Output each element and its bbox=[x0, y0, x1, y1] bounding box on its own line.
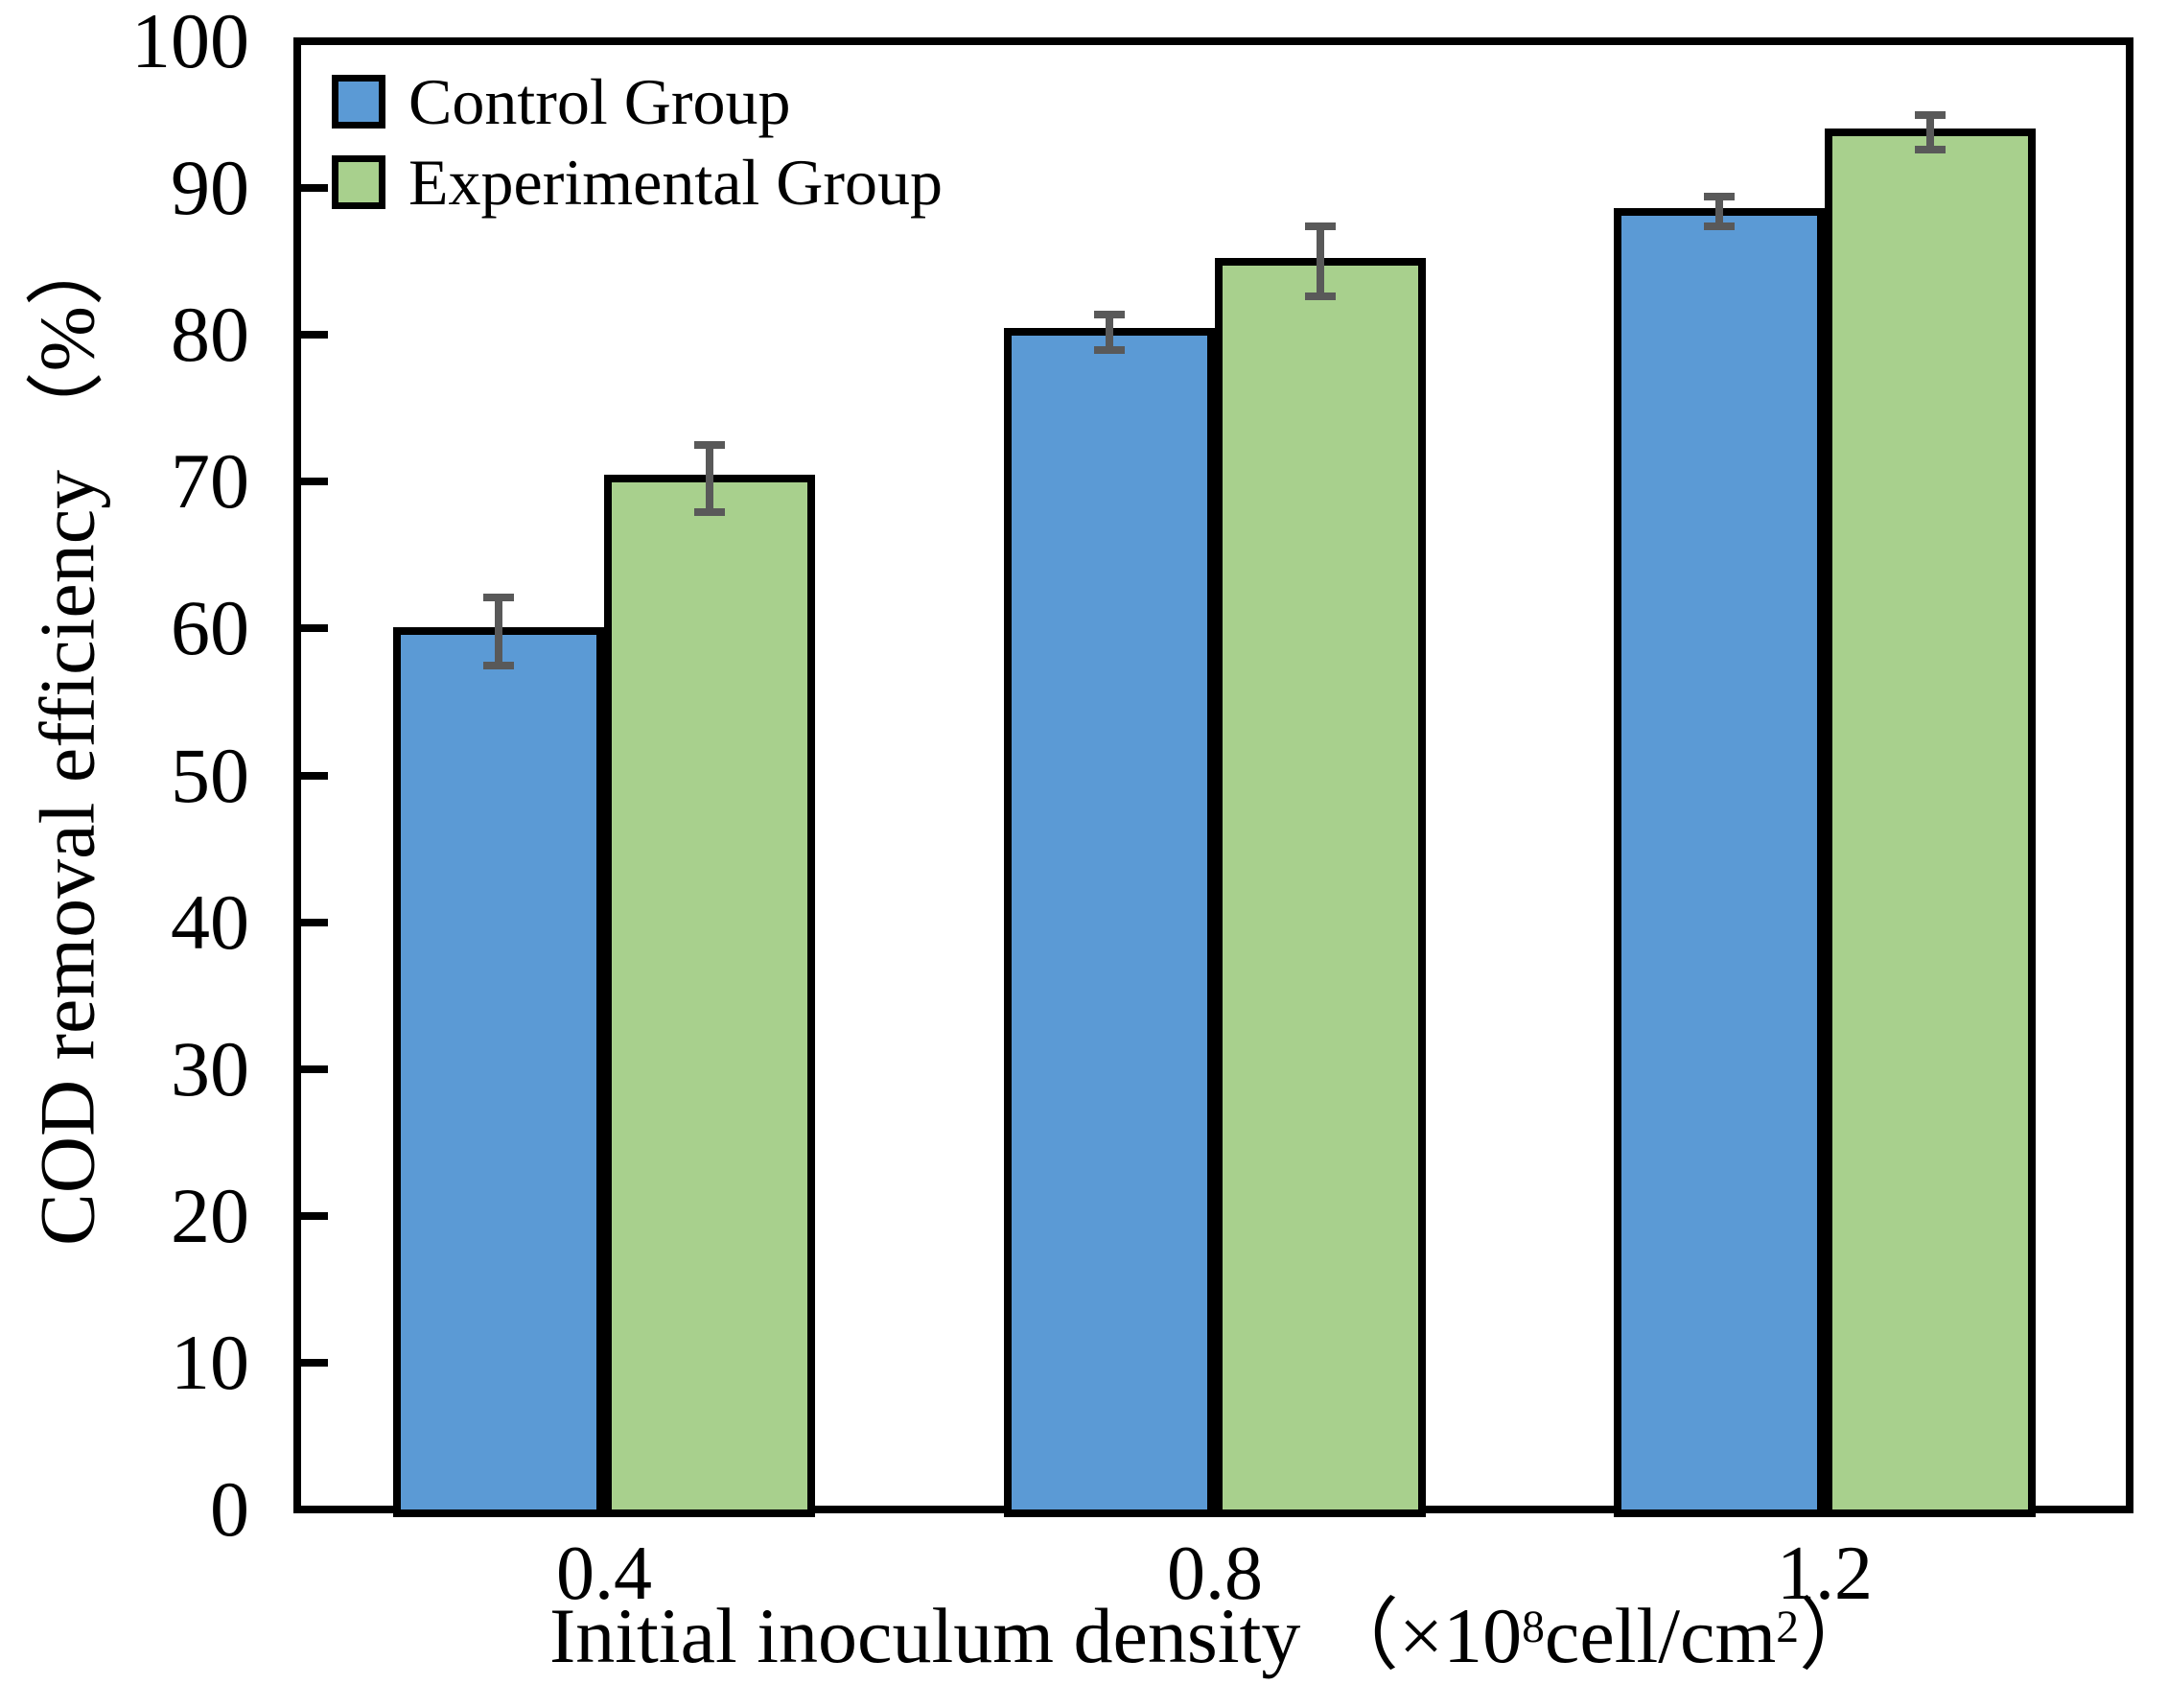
error-bar-cap bbox=[1704, 193, 1735, 201]
bar-control-group-0.4 bbox=[393, 627, 604, 1517]
y-axis-tick-label: 90 bbox=[171, 144, 249, 232]
error-bar-cap bbox=[483, 661, 514, 669]
y-axis-tick-label: 40 bbox=[171, 877, 249, 966]
y-axis-tick-label: 100 bbox=[131, 0, 249, 84]
x-axis-title-suffix: ） bbox=[1799, 1592, 1878, 1679]
legend: Control Group Experimental Group bbox=[332, 61, 943, 222]
y-axis-tick bbox=[301, 918, 328, 926]
legend-item-experimental-group: Experimental Group bbox=[332, 142, 943, 222]
legend-label: Control Group bbox=[408, 65, 791, 138]
bar-experimental-group-0.4 bbox=[604, 475, 815, 1517]
y-axis-tick bbox=[301, 771, 328, 780]
error-bar-line bbox=[1926, 114, 1934, 151]
error-bar-line bbox=[706, 445, 713, 513]
y-axis-tick-label: 80 bbox=[171, 291, 249, 379]
y-axis-tick bbox=[301, 1358, 328, 1367]
legend-label: Experimental Group bbox=[408, 146, 944, 219]
y-axis-tick bbox=[301, 624, 328, 633]
error-bar-line bbox=[1106, 314, 1113, 350]
error-bar-cap bbox=[694, 441, 725, 450]
error-bar-line bbox=[1715, 197, 1723, 226]
bar-control-group-0.8 bbox=[1004, 328, 1215, 1517]
x-axis-title-prefix: Initial inoculum density （×10 bbox=[548, 1592, 1523, 1679]
x-axis-title-mid: cell/cm bbox=[1544, 1592, 1777, 1679]
legend-swatch-icon bbox=[332, 75, 385, 129]
y-axis-tick-label: 60 bbox=[171, 584, 249, 672]
error-bar-cap bbox=[1305, 222, 1336, 230]
y-axis-tick-label: 20 bbox=[171, 1171, 249, 1259]
error-bar-cap bbox=[1305, 292, 1336, 301]
y-axis-tick-label: 50 bbox=[171, 731, 249, 819]
bar-control-group-1.2 bbox=[1614, 207, 1825, 1517]
y-axis-tick bbox=[301, 331, 328, 339]
y-axis-tick-label: 0 bbox=[210, 1465, 249, 1553]
error-bar-cap bbox=[1915, 110, 1946, 119]
error-bar-cap bbox=[694, 508, 725, 517]
x-axis-title: Initial inoculum density （×108cell/cm2） bbox=[293, 1594, 2133, 1690]
legend-item-control-group: Control Group bbox=[332, 61, 943, 142]
y-axis-tick-label: 10 bbox=[171, 1318, 249, 1406]
error-bar-cap bbox=[1915, 146, 1946, 154]
error-bar-cap bbox=[483, 594, 514, 602]
y-axis-tick-label: 30 bbox=[171, 1024, 249, 1112]
x-axis-tick-label: 0.4 bbox=[556, 1532, 652, 1616]
x-axis-title-exponent: 8 bbox=[1522, 1602, 1545, 1652]
y-axis-tick bbox=[301, 1211, 328, 1220]
bar-experimental-group-0.8 bbox=[1215, 257, 1426, 1517]
x-axis-title-square: 2 bbox=[1776, 1602, 1800, 1652]
y-axis-tick bbox=[301, 478, 328, 486]
x-axis-tick-label: 0.8 bbox=[1167, 1532, 1263, 1616]
error-bar-cap bbox=[1704, 222, 1735, 230]
legend-swatch-icon bbox=[332, 155, 385, 209]
error-bar-cap bbox=[1094, 310, 1125, 318]
y-axis-tick-label: 70 bbox=[171, 437, 249, 526]
y-axis-tick bbox=[301, 1065, 328, 1073]
bar-experimental-group-1.2 bbox=[1825, 128, 2036, 1517]
error-bar-line bbox=[495, 597, 502, 666]
y-axis-tick bbox=[301, 184, 328, 193]
error-bar-line bbox=[1317, 225, 1324, 297]
x-axis-tick-label: 1.2 bbox=[1777, 1532, 1873, 1616]
error-bar-cap bbox=[1094, 345, 1125, 354]
